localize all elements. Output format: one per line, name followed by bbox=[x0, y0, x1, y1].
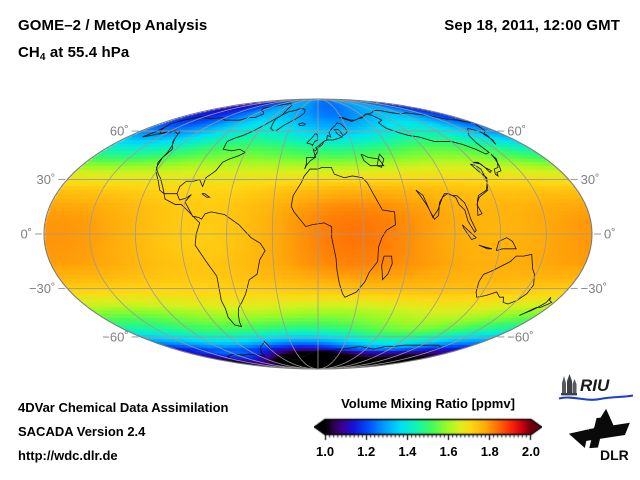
latitude-label: 30˚ bbox=[581, 172, 600, 187]
graticule-line bbox=[317, 99, 456, 369]
colorbar-tick-label: 2.0 bbox=[521, 444, 540, 459]
coastline-path bbox=[490, 153, 502, 177]
graticule-line bbox=[134, 99, 319, 369]
page-title: GOME–2 / MetOp Analysis bbox=[18, 17, 208, 34]
coastline-path bbox=[415, 189, 477, 233]
graticule-line bbox=[89, 99, 319, 369]
species-pressure-level: at 55.4 hPa bbox=[45, 44, 130, 61]
coastline-path bbox=[201, 193, 211, 198]
graticule-layer bbox=[44, 99, 592, 369]
latitude-label: −60˚ bbox=[507, 329, 533, 344]
datetime-label: Sep 18, 2011, 12:00 GMT bbox=[444, 17, 620, 34]
graticule-line bbox=[317, 99, 547, 369]
riu-cathedral-icon bbox=[561, 374, 577, 396]
colorbar-gradient bbox=[314, 417, 542, 443]
colorbar-title: Volume Mixing Ratio [ppmv] bbox=[341, 396, 515, 411]
graticule-line bbox=[317, 99, 502, 369]
graticule-line bbox=[317, 99, 410, 369]
species-formula-prefix: CH bbox=[18, 44, 40, 61]
graticule-line bbox=[226, 99, 319, 369]
latitude-label: 0˚ bbox=[20, 227, 32, 242]
colorbar-tick-label: 1.6 bbox=[439, 444, 458, 459]
globe-outline bbox=[43, 98, 593, 370]
coastline-path bbox=[461, 224, 477, 241]
graticule-line bbox=[317, 99, 365, 369]
ch4-field-layer bbox=[44, 99, 592, 369]
latitude-label-layer: 60˚ 60˚ 30˚ 30˚ 0˚ 0˚ −30˚ −30˚ −60˚ −60˚ bbox=[20, 124, 615, 345]
dlr-logo: DLR bbox=[568, 408, 630, 463]
riu-logo: RIU bbox=[558, 374, 634, 401]
latitude-label: 0˚ bbox=[604, 227, 616, 242]
latitude-label: 60˚ bbox=[507, 124, 526, 139]
coastline-path bbox=[470, 163, 489, 217]
dlr-logo-text: DLR bbox=[600, 447, 629, 463]
coastline-path bbox=[360, 153, 385, 167]
colorbar-tick-label: 1.0 bbox=[316, 444, 335, 459]
coastline-path bbox=[376, 153, 385, 168]
coastline-path bbox=[475, 253, 535, 305]
latitude-label: −30˚ bbox=[581, 281, 607, 296]
coastline-path bbox=[472, 161, 493, 174]
map-panel: 60˚ 60˚ 30˚ 30˚ 0˚ 0˚ −30˚ −30˚ −60˚ −60˚ bbox=[0, 62, 640, 382]
footer-line-url[interactable]: http://wdc.dlr.de bbox=[18, 448, 118, 463]
latitude-label: 30˚ bbox=[37, 172, 56, 187]
species-formula-subscript: 4 bbox=[39, 52, 46, 63]
species-subtitle: CH4 at 55.4 hPa bbox=[18, 44, 129, 63]
colorbar-tick-label: 1.8 bbox=[480, 444, 499, 459]
coastline-path bbox=[222, 340, 442, 363]
colorbar-block: Volume Mixing Ratio [ppmv] 1.0 1.2 1.4 1.6 1… bbox=[314, 396, 542, 459]
coastline-path bbox=[478, 244, 493, 250]
colorbar-tick-label: 1.4 bbox=[398, 444, 417, 459]
graticule-line bbox=[271, 99, 319, 369]
latitude-label: 60˚ bbox=[110, 124, 129, 139]
ch4-field-raster bbox=[44, 99, 592, 369]
latitude-label: −30˚ bbox=[29, 281, 55, 296]
mollweide-map: 60˚ 60˚ 30˚ 30˚ 0˚ 0˚ −30˚ −30˚ −60˚ −60˚ bbox=[20, 98, 616, 370]
riu-wave-icon bbox=[558, 394, 634, 401]
footer-line-version: SACADA Version 2.4 bbox=[18, 424, 146, 439]
colorbar-tick-label: 1.2 bbox=[357, 444, 376, 459]
coastline-path bbox=[381, 255, 393, 281]
coastline-layer bbox=[142, 103, 553, 363]
colorbar-tick-labels: 1.0 1.2 1.4 1.6 1.8 2.0 bbox=[314, 444, 542, 459]
coastline-path bbox=[297, 122, 306, 126]
graticule-line bbox=[180, 99, 319, 369]
coastline-path bbox=[338, 110, 497, 155]
riu-logo-text: RIU bbox=[580, 376, 610, 395]
footer-line-method: 4DVar Chemical Data Assimilation bbox=[18, 400, 229, 415]
dlr-mark-icon bbox=[568, 408, 630, 449]
latitude-label: −60˚ bbox=[102, 329, 128, 344]
coastline-path bbox=[519, 296, 553, 316]
coastline-path bbox=[290, 166, 396, 298]
